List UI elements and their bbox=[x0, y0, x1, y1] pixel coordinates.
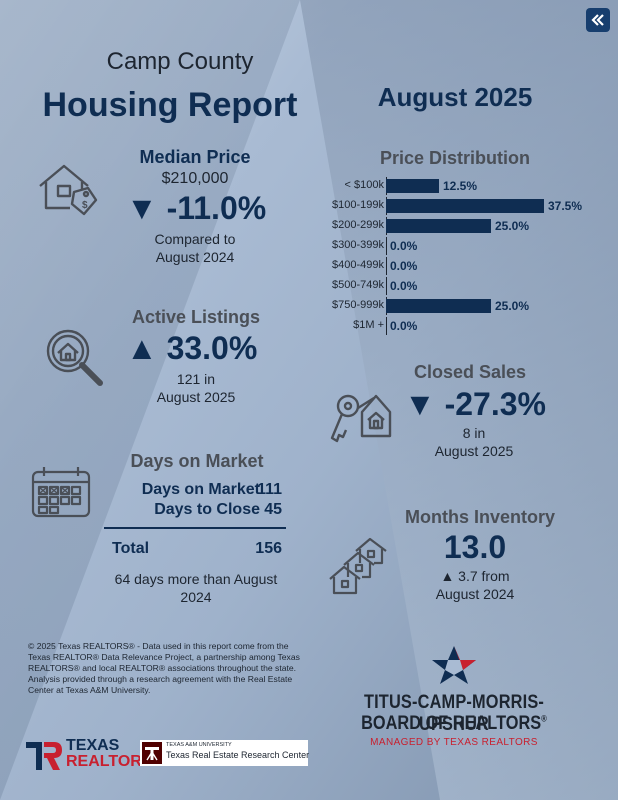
down-arrow-icon: ▼ bbox=[126, 190, 158, 226]
board-star-logo bbox=[432, 646, 476, 684]
board-managed-by: MANAGED BY TEXAS REALTORS bbox=[370, 737, 538, 748]
months-inventory-heading: Months Inventory bbox=[404, 507, 555, 527]
median-price-value: $210,000 bbox=[161, 170, 229, 187]
active-listings-heading: Active Listings bbox=[131, 307, 261, 327]
registered-mark: ® bbox=[541, 713, 547, 724]
active-listings-line2: August 2025 bbox=[156, 389, 236, 405]
median-price-change-value: -11.0% bbox=[166, 190, 267, 226]
median-compare-line2: August 2024 bbox=[155, 249, 235, 265]
price-distribution-category-label: < $100k bbox=[344, 179, 384, 191]
price-distribution-category-label: $750-999k bbox=[332, 299, 384, 311]
dom-note-line1: 64 days more than August bbox=[114, 571, 278, 587]
active-listings-change-value: 33.0% bbox=[166, 330, 258, 366]
price-distribution-category-label: $400-499k bbox=[332, 259, 384, 271]
county-name: Camp County bbox=[106, 48, 254, 75]
price-distribution-value-label: 0.0% bbox=[390, 319, 418, 333]
price-distribution-row: $400-499k 0.0% bbox=[300, 256, 580, 276]
magnifier-house-icon bbox=[46, 329, 103, 386]
down-arrow-icon: ▼ bbox=[404, 386, 436, 422]
price-distribution-row: $500-749k 0.0% bbox=[300, 276, 580, 296]
median-price-change: ▼ -11.0% bbox=[126, 190, 286, 227]
tamu-logo-box: TEXAS A&M UNIVERSITY Texas Real Estate R… bbox=[140, 740, 310, 766]
dom-total-label: Total bbox=[112, 540, 150, 557]
price-distribution-row: < $100k 12.5% bbox=[300, 176, 580, 196]
price-distribution-value-label: 25.0% bbox=[495, 219, 530, 233]
dom-row-value-1: 45 bbox=[264, 501, 282, 518]
price-distribution-axis-segment bbox=[386, 277, 387, 295]
closed-sales-line1: 8 in bbox=[462, 425, 486, 441]
price-distribution-row: $750-999k 25.0% bbox=[300, 296, 580, 316]
median-price-heading: Median Price bbox=[139, 147, 251, 167]
board-name-line2-text: BOARD OF REALTORS bbox=[361, 713, 542, 734]
dom-row-value-0: 111 bbox=[257, 481, 282, 498]
dom-row-label-0: Days on Market bbox=[141, 481, 260, 498]
price-distribution-category-label: $1M + bbox=[353, 319, 384, 331]
key-house-tag-icon bbox=[330, 394, 392, 443]
tamu-small-text: TEXAS A&M UNIVERSITY bbox=[166, 742, 232, 748]
price-distribution-value-label: 12.5% bbox=[443, 179, 478, 193]
tamu-logo-mark bbox=[142, 742, 162, 764]
price-distribution-value-label: 37.5% bbox=[548, 199, 583, 213]
closed-sales-line2: August 2025 bbox=[434, 443, 514, 459]
price-distribution-row: $1M + 0.0% bbox=[300, 316, 580, 336]
months-inventory-value: 13.0 bbox=[443, 529, 507, 565]
closed-sales-change: ▼ -27.3% bbox=[404, 386, 574, 423]
price-distribution-category-label: $200-299k bbox=[332, 219, 384, 231]
price-distribution-value-label: 0.0% bbox=[390, 259, 418, 273]
tamu-atm-icon bbox=[145, 747, 159, 761]
calendar-icon bbox=[31, 467, 91, 518]
months-inventory-change-line1: ▲ 3.7 from bbox=[440, 568, 510, 584]
dom-divider bbox=[104, 527, 286, 529]
price-distribution-category-label: $300-399k bbox=[332, 239, 384, 251]
house-price-tag-icon: $ bbox=[39, 164, 98, 216]
double-chevron-left-icon bbox=[591, 14, 604, 26]
price-distribution-axis-segment bbox=[386, 317, 387, 335]
closed-sales-heading: Closed Sales bbox=[413, 362, 527, 382]
back-button[interactable] bbox=[586, 8, 610, 32]
texas-realtors-logo-mark bbox=[26, 742, 62, 770]
board-name-line1: TITUS-CAMP-MORRIS-UPSHUR bbox=[363, 692, 545, 735]
svg-text:$: $ bbox=[82, 200, 88, 211]
texas-realtors-logo-line2: REALTORS bbox=[66, 753, 153, 770]
page-title: Housing Report bbox=[42, 86, 298, 124]
active-listings-line1: 121 in bbox=[176, 371, 216, 387]
price-distribution-bar bbox=[386, 199, 544, 213]
board-name-line2: BOARD OF REALTORS® bbox=[340, 713, 567, 735]
closed-sales-change-value: -27.3% bbox=[444, 386, 546, 422]
up-arrow-icon: ▲ bbox=[126, 330, 158, 366]
footer-disclaimer: © 2025 Texas REALTORS® - Data used in th… bbox=[28, 641, 300, 695]
dom-row-label-1: Days to Close bbox=[154, 501, 260, 518]
dom-total-value: 156 bbox=[255, 540, 282, 557]
price-distribution-axis-segment bbox=[386, 257, 387, 275]
active-listings-change: ▲ 33.0% bbox=[126, 330, 286, 367]
price-distribution-row: $300-399k 0.0% bbox=[300, 236, 580, 256]
price-distribution-bar bbox=[386, 219, 491, 233]
dom-note-line2: 2024 bbox=[180, 589, 212, 605]
months-inventory-change-line2: August 2024 bbox=[435, 586, 515, 602]
price-distribution-title: Price Distribution bbox=[379, 148, 531, 168]
price-distribution-category-label: $500-749k bbox=[332, 279, 384, 291]
price-distribution-value-label: 25.0% bbox=[495, 299, 530, 313]
price-distribution-category-label: $100-199k bbox=[332, 199, 384, 211]
houses-stack-icon bbox=[329, 537, 387, 595]
report-period: August 2025 bbox=[377, 82, 533, 112]
median-compare-line1: Compared to bbox=[154, 231, 236, 247]
texas-realtors-logo-line1: TEXAS bbox=[66, 737, 120, 754]
price-distribution-value-label: 0.0% bbox=[390, 239, 418, 253]
days-on-market-heading: Days on Market bbox=[130, 451, 264, 471]
price-distribution-bar bbox=[386, 299, 491, 313]
tamu-main-text: Texas Real Estate Research Center bbox=[166, 750, 310, 760]
price-distribution-axis-segment bbox=[386, 237, 387, 255]
price-distribution-row: $200-299k 25.0% bbox=[300, 216, 580, 236]
price-distribution-row: $100-199k 37.5% bbox=[300, 196, 583, 216]
price-distribution-value-label: 0.0% bbox=[390, 279, 418, 293]
price-distribution-bar bbox=[386, 179, 439, 193]
